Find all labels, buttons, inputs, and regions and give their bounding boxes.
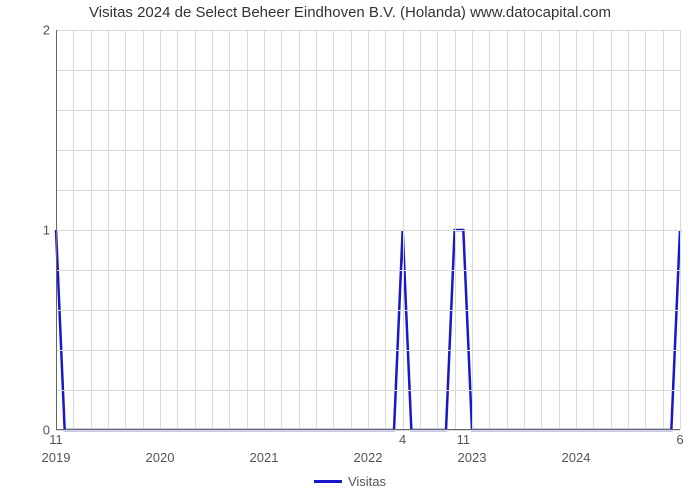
x-spike-label: 11 xyxy=(49,432,63,447)
y-tick-label: 2 xyxy=(36,23,50,38)
x-year-label: 2023 xyxy=(458,450,487,465)
gridline-horizontal xyxy=(56,430,680,431)
gridline-horizontal xyxy=(56,190,680,191)
gridline-horizontal xyxy=(56,390,680,391)
chart-container: Visitas 2024 de Select Beheer Eindhoven … xyxy=(0,0,700,500)
x-spike-label: 4 xyxy=(399,432,406,447)
chart-title: Visitas 2024 de Select Beheer Eindhoven … xyxy=(0,4,700,21)
gridline-horizontal xyxy=(56,350,680,351)
x-year-label: 2024 xyxy=(562,450,591,465)
gridline-horizontal xyxy=(56,70,680,71)
y-tick-label: 0 xyxy=(36,423,50,438)
x-axis-line xyxy=(56,429,680,430)
gridline-vertical xyxy=(680,30,681,430)
gridline-horizontal xyxy=(56,310,680,311)
gridline-horizontal xyxy=(56,110,680,111)
y-axis-line xyxy=(56,30,57,430)
x-spike-label: 6 xyxy=(676,432,683,447)
plot-area xyxy=(56,30,680,430)
x-year-label: 2020 xyxy=(146,450,175,465)
x-year-label: 2021 xyxy=(250,450,279,465)
gridline-horizontal xyxy=(56,30,680,31)
x-spike-label: 11 xyxy=(457,432,471,447)
gridline-horizontal xyxy=(56,230,680,231)
gridline-horizontal xyxy=(56,150,680,151)
x-year-label: 2022 xyxy=(354,450,383,465)
legend-swatch xyxy=(314,480,342,483)
legend: Visitas xyxy=(314,474,386,489)
x-year-label: 2019 xyxy=(42,450,71,465)
y-tick-label: 1 xyxy=(36,223,50,238)
legend-label: Visitas xyxy=(348,474,386,489)
gridline-horizontal xyxy=(56,270,680,271)
